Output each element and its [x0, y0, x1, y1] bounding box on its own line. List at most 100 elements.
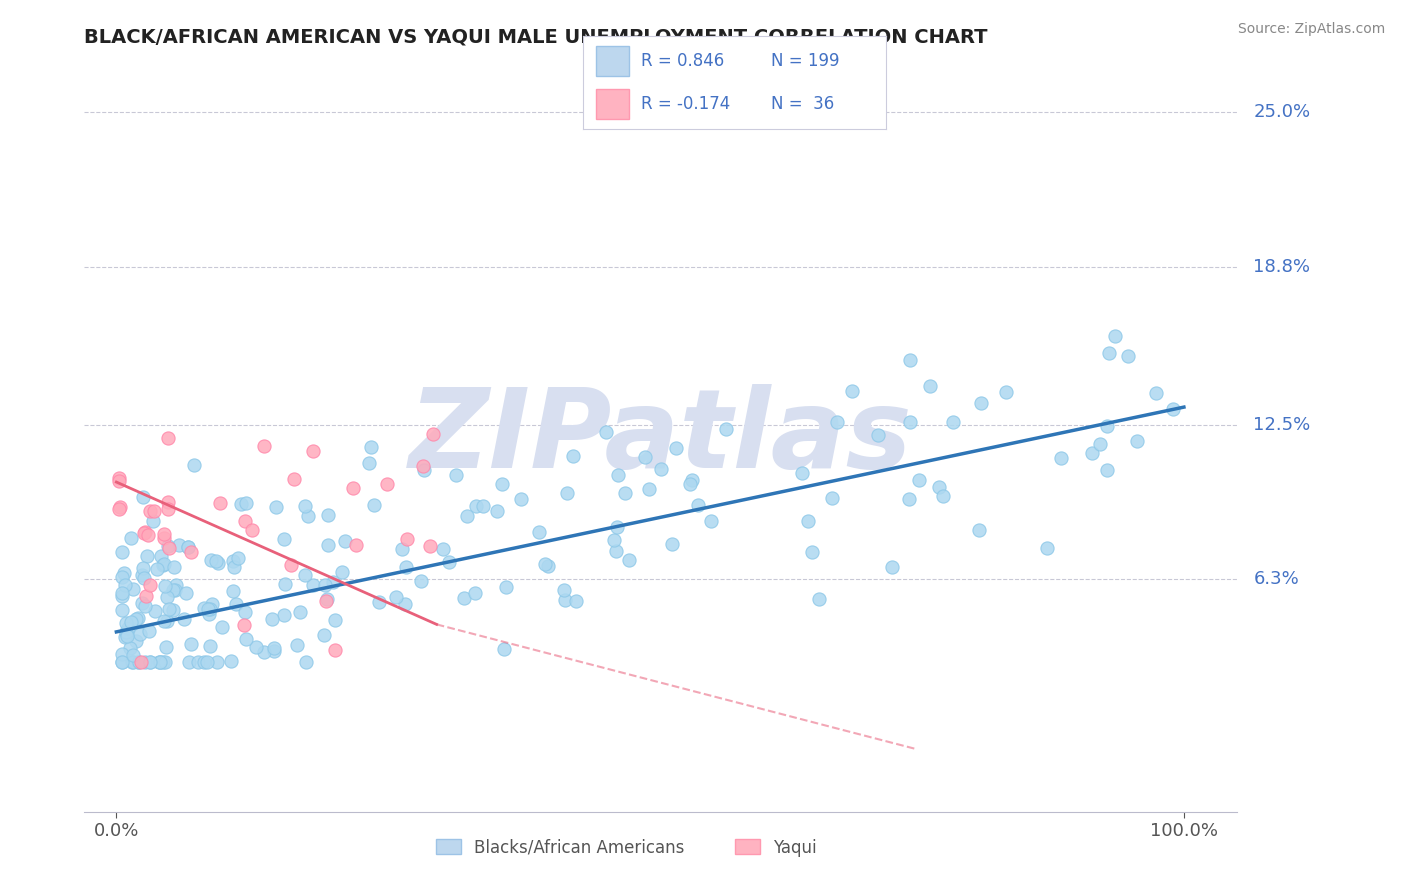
Point: [801, 545, 824, 559]
Point: [124, 634, 146, 648]
Point: [679, 477, 702, 491]
Point: [111, 589, 134, 603]
Text: N =  36: N = 36: [770, 95, 834, 113]
Point: [114, 577, 136, 591]
Point: [332, 565, 354, 579]
Point: [288, 605, 311, 619]
Point: [131, 567, 153, 582]
Point: [1095, 418, 1118, 433]
Point: [1104, 329, 1126, 343]
Point: [1050, 450, 1073, 465]
Point: [285, 638, 308, 652]
Point: [108, 501, 131, 516]
Point: [316, 508, 339, 522]
Point: [606, 468, 628, 483]
Point: [302, 578, 325, 592]
Point: [357, 456, 380, 470]
Point: [360, 440, 382, 454]
Point: [221, 654, 243, 668]
Point: [174, 586, 197, 600]
Point: [138, 655, 160, 669]
Point: [792, 466, 814, 480]
Point: [179, 545, 201, 559]
Point: [554, 592, 576, 607]
Point: [235, 632, 257, 646]
Point: [240, 523, 263, 537]
Point: [136, 549, 159, 563]
Point: [595, 425, 617, 439]
Point: [177, 541, 200, 555]
Point: [411, 574, 433, 588]
Point: [868, 427, 890, 442]
Point: [153, 531, 176, 545]
Point: [606, 519, 628, 533]
Point: [553, 583, 575, 598]
Point: [111, 647, 134, 661]
Text: ZIPatlas: ZIPatlas: [409, 384, 912, 491]
Point: [134, 599, 156, 614]
Point: [177, 540, 200, 554]
Point: [967, 523, 990, 537]
Point: [562, 449, 585, 463]
Point: [180, 637, 202, 651]
Point: [316, 591, 339, 606]
Point: [187, 655, 209, 669]
Point: [274, 577, 297, 591]
Point: [149, 655, 172, 669]
Point: [149, 549, 172, 563]
Point: [222, 554, 245, 568]
Text: R = -0.174: R = -0.174: [641, 95, 730, 113]
Point: [970, 396, 993, 410]
Text: Source: ZipAtlas.com: Source: ZipAtlas.com: [1237, 22, 1385, 37]
Point: [301, 443, 323, 458]
Point: [932, 489, 955, 503]
Point: [825, 415, 848, 429]
Point: [260, 612, 283, 626]
Point: [115, 615, 138, 630]
Point: [111, 570, 134, 584]
Text: N = 199: N = 199: [770, 52, 839, 70]
Point: [714, 422, 737, 436]
Point: [432, 541, 454, 556]
Point: [107, 471, 129, 485]
Point: [134, 571, 156, 585]
Point: [111, 544, 134, 558]
Point: [127, 655, 149, 669]
Point: [110, 500, 132, 514]
Point: [368, 595, 391, 609]
Point: [898, 491, 921, 506]
Point: [495, 580, 517, 594]
Point: [882, 559, 904, 574]
Point: [131, 561, 153, 575]
Point: [472, 499, 495, 513]
Point: [157, 602, 180, 616]
Point: [120, 615, 142, 629]
Point: [153, 526, 176, 541]
Point: [263, 640, 285, 655]
Point: [156, 495, 179, 509]
Point: [153, 614, 176, 628]
Point: [138, 624, 160, 638]
Point: [464, 586, 486, 600]
Point: [1095, 463, 1118, 477]
Point: [233, 514, 256, 528]
Point: [491, 476, 513, 491]
Point: [131, 596, 153, 610]
Point: [280, 558, 302, 572]
Point: [136, 528, 159, 542]
Point: [808, 591, 831, 606]
Point: [510, 491, 533, 506]
Point: [603, 533, 626, 548]
Point: [394, 597, 416, 611]
Point: [344, 538, 367, 552]
Point: [134, 525, 156, 540]
Point: [139, 577, 162, 591]
Point: [253, 645, 276, 659]
Point: [342, 481, 364, 495]
Point: [263, 644, 285, 658]
Point: [115, 628, 138, 642]
Point: [134, 526, 156, 541]
Point: [700, 515, 723, 529]
Point: [534, 557, 557, 571]
Point: [177, 655, 200, 669]
